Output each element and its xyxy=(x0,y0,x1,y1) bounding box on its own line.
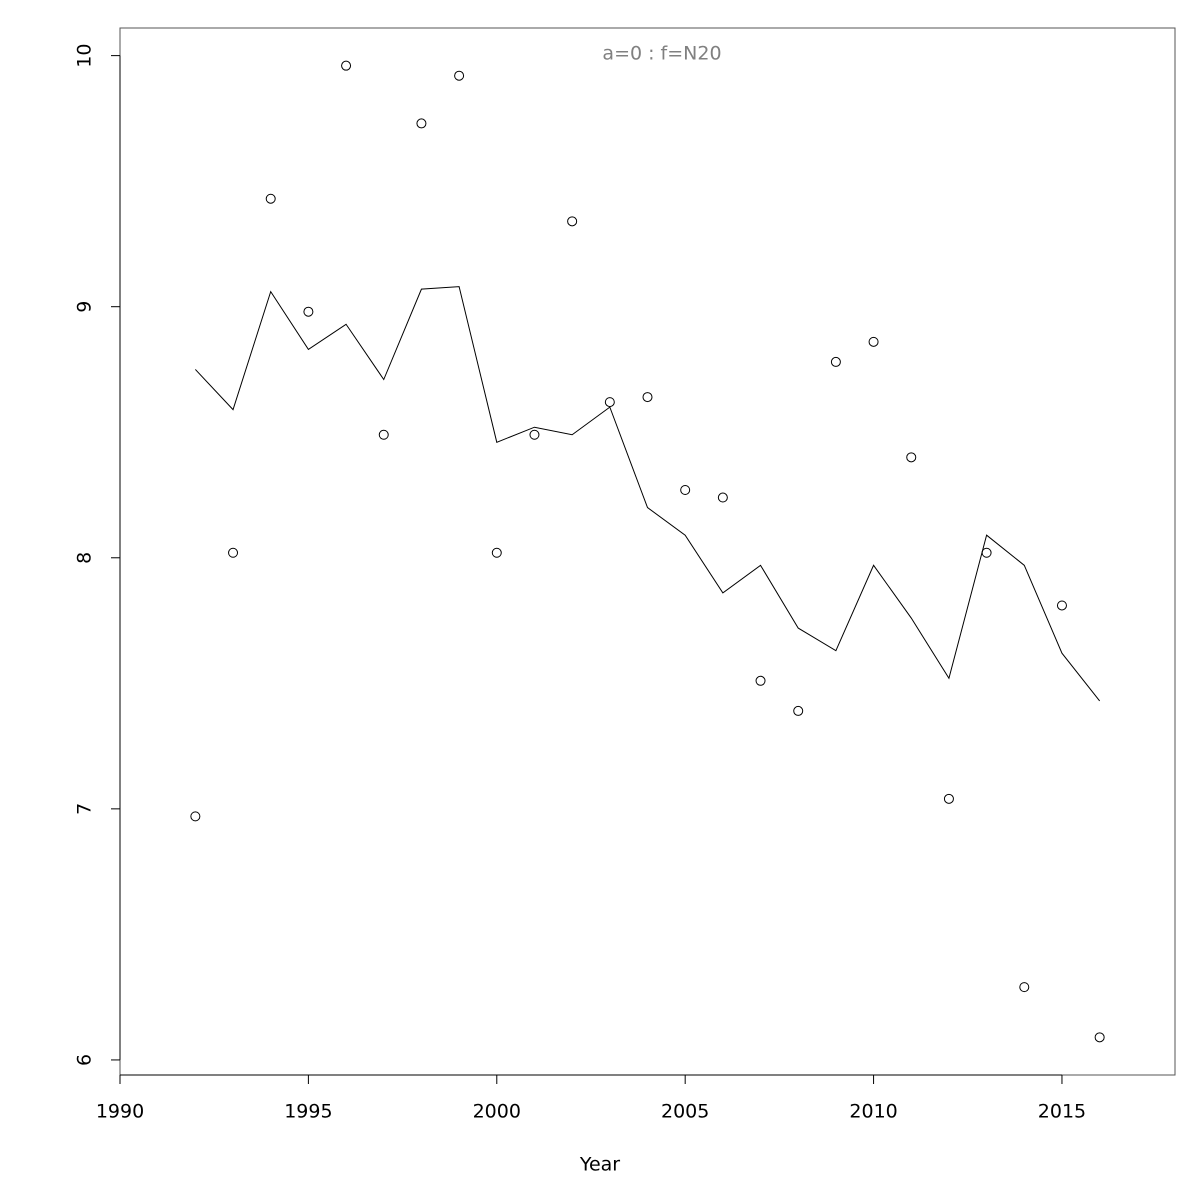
point xyxy=(680,484,691,495)
point xyxy=(793,705,804,716)
point xyxy=(454,70,465,81)
y-tick-label: 6 xyxy=(74,1054,96,1066)
x-tick-label: 2010 xyxy=(849,1101,897,1123)
point xyxy=(943,793,954,804)
point xyxy=(1056,600,1067,611)
point xyxy=(906,452,917,463)
point xyxy=(491,547,502,558)
x-tick-label: 2000 xyxy=(473,1101,521,1123)
plot-box xyxy=(119,27,1176,1076)
x-tick-label: 2005 xyxy=(661,1101,709,1123)
point xyxy=(378,429,389,440)
x-axis-label: Year xyxy=(579,1154,620,1176)
point xyxy=(1019,982,1030,993)
chart-title: a=0 : f=N20 xyxy=(602,43,721,65)
point xyxy=(642,392,653,403)
y-tick-label: 8 xyxy=(74,552,96,564)
point xyxy=(981,547,992,558)
point xyxy=(567,216,578,227)
y-tick-label: 10 xyxy=(74,44,96,68)
point xyxy=(529,429,540,440)
point xyxy=(604,397,615,408)
x-tick-label: 1995 xyxy=(284,1101,332,1123)
y-tick-label: 9 xyxy=(74,301,96,313)
x-tick-label: 1990 xyxy=(96,1101,144,1123)
y-tick-label: 7 xyxy=(74,803,96,815)
point xyxy=(341,60,352,71)
line xyxy=(194,286,1101,702)
point xyxy=(868,336,879,347)
point xyxy=(303,306,314,317)
point xyxy=(416,118,427,129)
point xyxy=(755,675,766,686)
point xyxy=(1094,1032,1105,1043)
point xyxy=(830,356,841,367)
x-tick-label: 2015 xyxy=(1038,1101,1086,1123)
point xyxy=(265,193,276,204)
point xyxy=(717,492,728,503)
point xyxy=(190,811,201,822)
point xyxy=(228,547,239,558)
